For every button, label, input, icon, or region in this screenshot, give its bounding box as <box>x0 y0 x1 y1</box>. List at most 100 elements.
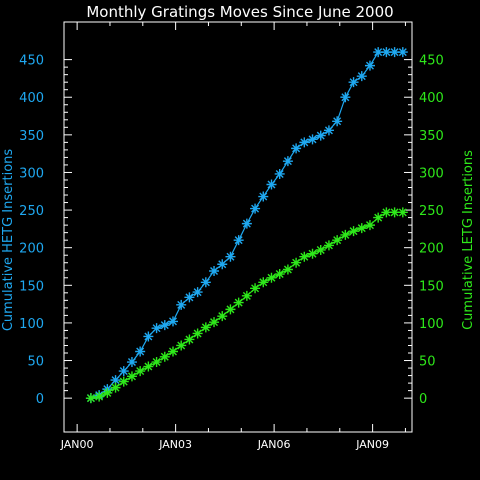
x-tick-label: JAN09 <box>355 438 389 451</box>
data-point <box>209 266 220 277</box>
data-point <box>307 134 318 145</box>
series-1 <box>85 207 408 404</box>
data-point <box>176 299 187 310</box>
data-point <box>135 346 146 357</box>
x-axis: JAN00 JAN03 JAN06 JAN09 <box>60 22 406 451</box>
data-point <box>217 259 228 270</box>
right-y-tick-label: 100 <box>419 317 444 332</box>
data-point <box>250 283 261 294</box>
data-point <box>126 371 137 382</box>
data-point <box>299 251 310 262</box>
data-point <box>348 226 359 237</box>
left-y-tick-label: 200 <box>19 242 44 257</box>
data-point <box>250 203 261 214</box>
data-point <box>192 287 203 298</box>
data-point <box>381 47 392 58</box>
data-point <box>225 251 236 262</box>
right-y-tick-label: 400 <box>419 91 444 106</box>
data-point <box>291 143 302 154</box>
data-point <box>184 292 195 303</box>
data-point <box>381 207 392 218</box>
data-point <box>282 264 293 275</box>
right-y-tick-label: 0 <box>419 392 427 407</box>
data-point <box>274 269 285 280</box>
data-point <box>176 340 187 351</box>
data-point <box>356 71 367 82</box>
data-point <box>364 60 375 71</box>
data-point <box>332 116 343 127</box>
chart-title: Monthly Gratings Moves Since June 2000 <box>86 3 393 21</box>
data-point <box>225 304 236 315</box>
x-tick-label: JAN06 <box>257 438 291 451</box>
data-point <box>118 366 129 377</box>
data-point <box>135 366 146 377</box>
data-point <box>200 277 211 288</box>
data-point <box>143 331 154 342</box>
right-y-tick-label: 200 <box>419 242 444 257</box>
left-y-tick-label: 150 <box>19 279 44 294</box>
data-point <box>143 361 154 372</box>
left-y-tick-label: 400 <box>19 91 44 106</box>
right-y-tick-label: 450 <box>419 54 444 69</box>
data-point <box>118 376 129 387</box>
data-point <box>299 137 310 148</box>
data-point <box>241 290 252 301</box>
data-point <box>110 375 121 386</box>
data-point <box>167 346 178 357</box>
data-point <box>266 179 277 190</box>
right-y-tick-label: 150 <box>419 279 444 294</box>
left-y-tick-label: 250 <box>19 204 44 219</box>
data-point <box>397 207 408 218</box>
left-y-axis: 0 50 100 150 200 250 300 350 400 450 <box>19 54 72 407</box>
data-point <box>356 223 367 234</box>
data-point <box>373 212 384 223</box>
data-point <box>94 391 105 402</box>
left-y-tick-label: 50 <box>27 355 44 370</box>
data-point <box>258 277 269 288</box>
data-point <box>241 218 252 229</box>
plot-frame <box>63 21 413 433</box>
data-point <box>315 130 326 141</box>
data-point <box>233 235 244 246</box>
data-point <box>323 125 334 136</box>
left-y-axis-label: Cumulative HETG Insertions <box>1 149 16 332</box>
right-y-tick-label: 300 <box>419 166 444 181</box>
right-y-axis: 0 50 100 150 200 250 300 350 400 450 <box>404 54 444 407</box>
data-point <box>323 240 334 251</box>
x-tick-label: JAN00 <box>60 438 94 451</box>
right-y-tick-label: 250 <box>419 204 444 219</box>
data-point <box>307 248 318 259</box>
left-y-tick-label: 0 <box>36 392 44 407</box>
x-tick-label: JAN03 <box>158 438 192 451</box>
data-point <box>159 320 170 331</box>
left-y-tick-label: 450 <box>19 54 44 69</box>
data-point <box>110 382 121 393</box>
data-point <box>389 207 400 218</box>
data-point <box>102 387 113 398</box>
data-point <box>266 272 277 283</box>
data-point <box>167 316 178 327</box>
data-point <box>184 334 195 345</box>
data-point <box>340 229 351 240</box>
data-point <box>274 168 285 179</box>
data-point <box>258 191 269 202</box>
data-point <box>282 156 293 167</box>
data-point <box>291 257 302 268</box>
data-point <box>192 328 203 339</box>
left-y-tick-label: 300 <box>19 166 44 181</box>
right-y-tick-label: 350 <box>419 129 444 144</box>
left-y-tick-label: 350 <box>19 129 44 144</box>
data-point <box>348 77 359 88</box>
data-point <box>159 351 170 362</box>
series-layer <box>85 47 408 404</box>
data-point <box>209 317 220 328</box>
data-point <box>151 357 162 368</box>
data-point <box>364 220 375 231</box>
data-point <box>332 235 343 246</box>
data-point <box>217 311 228 322</box>
data-point <box>126 357 137 368</box>
series-line <box>90 211 403 399</box>
data-point <box>233 297 244 308</box>
data-point <box>200 322 211 333</box>
